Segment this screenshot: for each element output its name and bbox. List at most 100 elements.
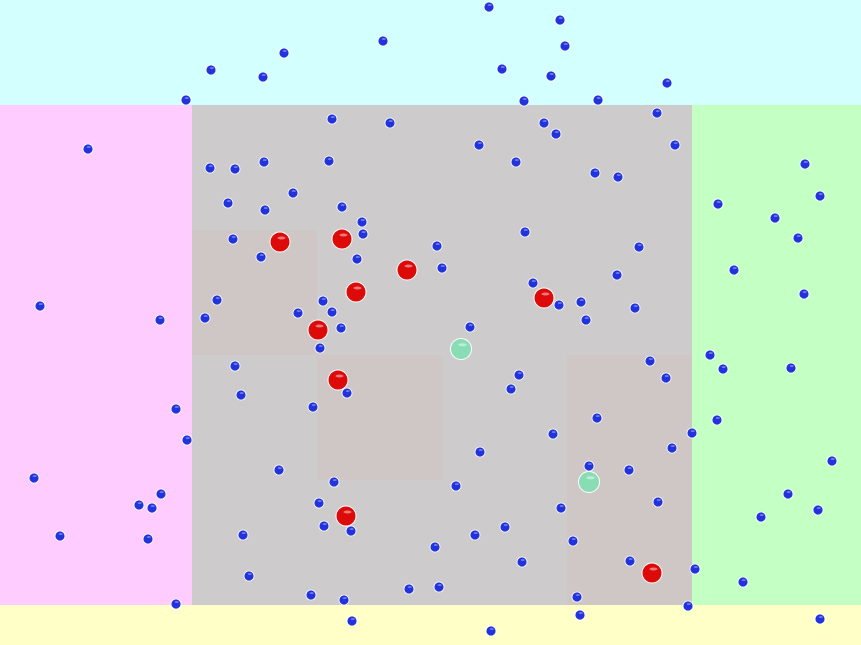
blue-ball-icon[interactable] (682, 600, 694, 612)
blue-ball-icon[interactable] (314, 342, 326, 354)
blue-ball-icon[interactable] (54, 530, 66, 542)
blue-ball-icon[interactable] (717, 363, 729, 375)
blue-ball-icon[interactable] (812, 504, 824, 516)
blue-ball-icon[interactable] (431, 240, 443, 252)
blue-ball-icon[interactable] (154, 314, 166, 326)
blue-ball-icon[interactable] (259, 204, 271, 216)
blue-ball-icon[interactable] (505, 383, 517, 395)
blue-ball-icon[interactable] (278, 47, 290, 59)
blue-ball-icon[interactable] (180, 94, 192, 106)
blue-ball-icon[interactable] (485, 625, 497, 637)
teal-ball-icon[interactable] (578, 471, 600, 493)
blue-ball-icon[interactable] (307, 401, 319, 413)
blue-ball-icon[interactable] (496, 63, 508, 75)
blue-ball-icon[interactable] (814, 190, 826, 202)
blue-ball-icon[interactable] (346, 615, 358, 627)
blue-ball-icon[interactable] (612, 171, 624, 183)
blue-ball-icon[interactable] (345, 525, 357, 537)
blue-ball-icon[interactable] (469, 529, 481, 541)
blue-ball-icon[interactable] (464, 321, 476, 333)
blue-ball-icon[interactable] (792, 232, 804, 244)
blue-ball-icon[interactable] (591, 412, 603, 424)
red-ball-icon[interactable] (533, 287, 555, 309)
blue-ball-icon[interactable] (181, 434, 193, 446)
blue-ball-icon[interactable] (133, 499, 145, 511)
blue-ball-icon[interactable] (287, 187, 299, 199)
blue-ball-icon[interactable] (318, 520, 330, 532)
blue-ball-icon[interactable] (555, 502, 567, 514)
blue-ball-icon[interactable] (518, 95, 530, 107)
blue-ball-icon[interactable] (429, 541, 441, 553)
blue-ball-icon[interactable] (499, 521, 511, 533)
blue-ball-icon[interactable] (624, 555, 636, 567)
blue-ball-icon[interactable] (155, 488, 167, 500)
blue-ball-icon[interactable] (328, 476, 340, 488)
blue-ball-icon[interactable] (547, 428, 559, 440)
blue-ball-icon[interactable] (170, 598, 182, 610)
blue-ball-icon[interactable] (644, 355, 656, 367)
red-ball-icon[interactable] (327, 369, 349, 391)
red-ball-icon[interactable] (335, 505, 357, 527)
blue-ball-icon[interactable] (377, 35, 389, 47)
blue-ball-icon[interactable] (351, 253, 363, 265)
blue-ball-icon[interactable] (170, 403, 182, 415)
blue-ball-icon[interactable] (229, 360, 241, 372)
blue-ball-icon[interactable] (483, 1, 495, 13)
red-ball-icon[interactable] (396, 259, 418, 281)
blue-ball-icon[interactable] (28, 472, 40, 484)
blue-ball-icon[interactable] (205, 64, 217, 76)
blue-ball-icon[interactable] (433, 581, 445, 593)
blue-ball-icon[interactable] (384, 117, 396, 129)
blue-ball-icon[interactable] (826, 455, 838, 467)
red-ball-icon[interactable] (331, 228, 353, 250)
blue-ball-icon[interactable] (559, 40, 571, 52)
blue-ball-icon[interactable] (799, 158, 811, 170)
blue-ball-icon[interactable] (338, 594, 350, 606)
blue-ball-icon[interactable] (527, 277, 539, 289)
blue-ball-icon[interactable] (341, 387, 353, 399)
blue-ball-icon[interactable] (711, 414, 723, 426)
blue-ball-icon[interactable] (317, 295, 329, 307)
blue-ball-icon[interactable] (142, 533, 154, 545)
blue-ball-icon[interactable] (592, 94, 604, 106)
blue-ball-icon[interactable] (336, 201, 348, 213)
blue-ball-icon[interactable] (450, 480, 462, 492)
blue-ball-icon[interactable] (273, 464, 285, 476)
blue-ball-icon[interactable] (227, 233, 239, 245)
blue-ball-icon[interactable] (769, 212, 781, 224)
blue-ball-icon[interactable] (689, 563, 701, 575)
blue-ball-icon[interactable] (652, 496, 664, 508)
blue-ball-icon[interactable] (669, 139, 681, 151)
blue-ball-icon[interactable] (357, 228, 369, 240)
blue-ball-icon[interactable] (199, 312, 211, 324)
blue-ball-icon[interactable] (728, 264, 740, 276)
blue-ball-icon[interactable] (222, 197, 234, 209)
blue-ball-icon[interactable] (516, 556, 528, 568)
blue-ball-icon[interactable] (567, 535, 579, 547)
blue-ball-icon[interactable] (611, 269, 623, 281)
blue-ball-icon[interactable] (258, 156, 270, 168)
blue-ball-icon[interactable] (712, 198, 724, 210)
red-ball-icon[interactable] (307, 319, 329, 341)
blue-ball-icon[interactable] (211, 294, 223, 306)
blue-ball-icon[interactable] (554, 14, 566, 26)
blue-ball-icon[interactable] (513, 369, 525, 381)
blue-ball-icon[interactable] (335, 322, 347, 334)
blue-ball-icon[interactable] (814, 613, 826, 625)
blue-ball-icon[interactable] (589, 167, 601, 179)
blue-ball-icon[interactable] (243, 570, 255, 582)
blue-ball-icon[interactable] (785, 362, 797, 374)
blue-ball-icon[interactable] (651, 107, 663, 119)
blue-ball-icon[interactable] (292, 307, 304, 319)
teal-ball-icon[interactable] (450, 338, 472, 360)
blue-ball-icon[interactable] (798, 288, 810, 300)
blue-ball-icon[interactable] (686, 427, 698, 439)
blue-ball-icon[interactable] (473, 139, 485, 151)
blue-ball-icon[interactable] (356, 216, 368, 228)
blue-ball-icon[interactable] (229, 163, 241, 175)
blue-ball-icon[interactable] (571, 591, 583, 603)
blue-ball-icon[interactable] (755, 511, 767, 523)
blue-ball-icon[interactable] (666, 442, 678, 454)
blue-ball-icon[interactable] (553, 299, 565, 311)
